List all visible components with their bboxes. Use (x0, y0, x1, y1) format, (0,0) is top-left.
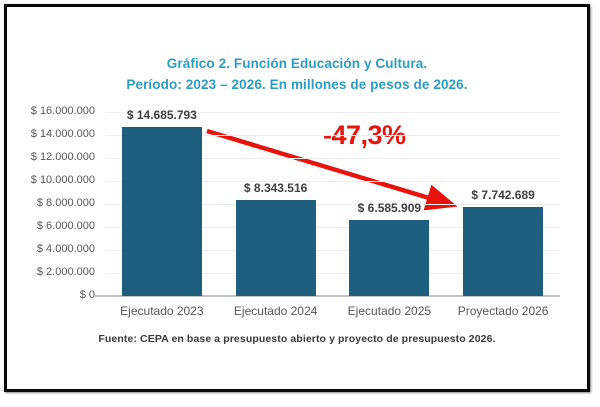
chart-frame: Gráfico 2. Función Educación y Cultura. … (4, 4, 590, 392)
y-axis-tick-label: $ 4.000.000 (36, 243, 95, 255)
bar-ejecutado-2025 (349, 220, 430, 296)
y-axis-tick-label: $ 12.000.000 (30, 151, 95, 163)
gridline (105, 112, 560, 113)
gridline (105, 204, 560, 205)
y-axis-tick-label: $ 2.000.000 (36, 266, 95, 278)
bar-proyectado-2026 (463, 206, 544, 296)
x-axis-category-label: Ejecutado 2025 (347, 304, 432, 318)
y-axis-tick-label: $ 0 (79, 289, 95, 301)
y-axis: $ 16.000.000 $ 14.000.000 $ 12.000.000 $ 10… (7, 105, 95, 301)
bar-value-label: $ 14.685.793 (126, 108, 197, 123)
bar-value-label: $ 7.742.689 (471, 187, 535, 202)
plot-area: -47,3% $ 14.685.793 $ 8.343.516 $ 6.585.90… (95, 108, 560, 297)
gridline (105, 181, 560, 182)
gridline (105, 158, 560, 159)
gridline (105, 250, 560, 251)
gridline (105, 135, 560, 136)
bar-value-label: $ 6.585.909 (357, 201, 422, 216)
bar-ejecutado-2023 (121, 127, 202, 296)
gridline (105, 273, 560, 274)
trend-arrow (206, 128, 458, 211)
gridline (105, 227, 560, 228)
bar-value-label: $ 8.343.516 (243, 181, 308, 196)
x-axis-category-label: Ejecutado 2024 (233, 304, 318, 318)
x-axis-baseline (95, 295, 560, 297)
y-axis-tick-label: $ 16.000.000 (30, 105, 95, 117)
bar-ejecutado-2024 (235, 200, 316, 296)
y-axis-tick-label: $ 14.000.000 (30, 128, 95, 140)
x-axis: Ejecutado 2023 Ejecutado 2024 Ejecutado 20… (105, 304, 560, 318)
y-axis-tick-label: $ 10.000.000 (30, 174, 95, 186)
x-axis-category-label: Proyectado 2026 (457, 304, 549, 318)
chart-title-line2: Período: 2023 – 2026. En millones de pes… (126, 77, 468, 92)
source-note: Fuente: CEPA en base a presupuesto abier… (98, 333, 496, 345)
x-axis-category-label: Ejecutado 2023 (120, 304, 204, 318)
chart-title: Gráfico 2. Función Educación y Cultura. … (7, 53, 587, 95)
y-axis-tick-label: $ 6.000.000 (36, 220, 95, 232)
y-axis-tick-label: $ 8.000.000 (36, 197, 95, 209)
chart-title-line1: Gráfico 2. Función Educación y Cultura. (166, 56, 428, 71)
